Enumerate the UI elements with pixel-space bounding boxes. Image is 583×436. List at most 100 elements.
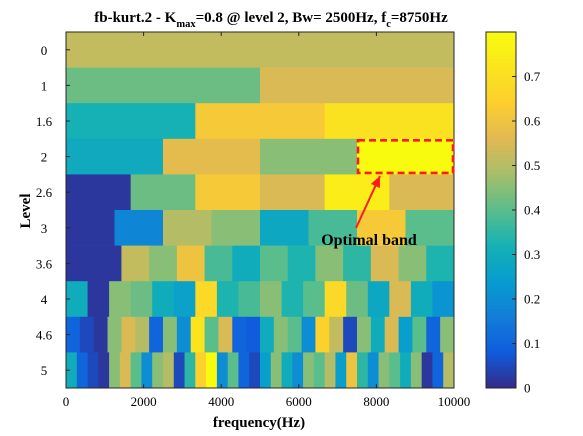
colorbar-segment (486, 210, 516, 214)
colorbar-segment (486, 233, 516, 238)
heatmap-cell (163, 316, 178, 353)
colorbar-segment (486, 218, 516, 223)
colorbar-segment (486, 109, 516, 113)
colorbar-segment (486, 316, 516, 321)
heatmap-cell (130, 174, 196, 211)
heatmap-cell (260, 352, 272, 389)
x-tick-label: 4000 (208, 394, 234, 409)
colorbar-segment (486, 70, 516, 74)
colorbar-segment (486, 115, 516, 119)
colorbar-segment (486, 112, 516, 116)
x-tick-label: 8000 (363, 394, 389, 409)
colorbar-segment (486, 263, 516, 267)
colorbar-segment (486, 61, 516, 66)
heatmap-cell (204, 316, 219, 353)
heatmap-cell (389, 174, 455, 211)
heatmap-cell (195, 352, 207, 389)
colorbar-segment (486, 147, 516, 152)
heatmap-cell (357, 210, 406, 246)
heatmap-cell (93, 316, 108, 353)
heatmap-cell (130, 352, 142, 389)
heatmap-cell (163, 352, 175, 389)
heatmap-cell (315, 316, 330, 353)
heatmap-cell (315, 245, 344, 282)
heatmap-cell (287, 316, 302, 353)
colorbar-segment (486, 328, 516, 333)
heatmap-cell (149, 245, 178, 282)
heatmap-cell (367, 281, 390, 318)
colorbar-segment (486, 189, 516, 193)
heatmap-cell (87, 281, 110, 318)
x-tick-label: 6000 (286, 394, 312, 409)
colorbar-segment (486, 132, 516, 137)
colorbar-segment (486, 165, 516, 169)
heatmap-cell (260, 316, 275, 353)
y-tick-label: 4 (41, 292, 48, 307)
heatmap-cell (421, 352, 433, 389)
heatmap-cell (412, 316, 427, 353)
colorbar-segment (486, 46, 516, 51)
colorbar-segment (486, 183, 516, 187)
heatmap-cell (66, 210, 115, 246)
colorbar-segment (486, 180, 516, 184)
colorbar-segment (486, 103, 516, 107)
heatmap-cell (66, 67, 261, 104)
heatmap-cell (238, 281, 261, 318)
heatmap-cell (238, 352, 250, 389)
colorbar-segment (486, 106, 516, 110)
colorbar-segment (486, 343, 516, 347)
colorbar-segment (486, 198, 516, 202)
colorbar-segment (486, 97, 516, 101)
heatmap-cell (324, 281, 347, 318)
heatmap-cell (206, 352, 218, 389)
heatmap-cell (246, 316, 261, 353)
colorbar-segment (486, 49, 516, 54)
colorbar-segment (486, 201, 516, 205)
heatmap-cell (367, 352, 379, 389)
heatmap-cell (384, 316, 399, 353)
heatmap-cell (176, 316, 192, 353)
colorbar-segment (486, 141, 516, 146)
heatmap-cell (121, 316, 136, 353)
colorbar-segment (486, 358, 516, 362)
heatmap-cell (281, 352, 293, 389)
colorbar-segment (486, 260, 516, 264)
colorbar-tick-label: 0.6 (524, 114, 541, 129)
heatmap-cell (190, 316, 205, 353)
heatmap-cell (260, 67, 455, 104)
colorbar-segment (486, 215, 516, 220)
y-tick-label: 5 (41, 363, 48, 378)
heatmap-cell (357, 352, 369, 389)
colorbar-segment (486, 76, 516, 80)
colorbar: 0 0.1 0.2 0.3 0.4 0.5 0.6 0.7 (485, 31, 541, 396)
colorbar-segment (486, 55, 516, 60)
colorbar-segment (486, 123, 516, 128)
colorbar-segment (486, 248, 516, 252)
plot-frame (65, 31, 455, 389)
heatmap-cell (389, 352, 401, 389)
heatmap-cell (400, 352, 412, 389)
colorbar-segment (486, 337, 516, 341)
y-tick-label: 4.6 (36, 328, 53, 343)
heatmap-cell (211, 210, 261, 246)
colorbar-segment (486, 236, 516, 241)
heatmap-cell (357, 316, 372, 353)
colorbar-segment (486, 251, 516, 255)
heatmap-cell (346, 352, 358, 389)
colorbar-segment (486, 221, 516, 226)
colorbar-segment (486, 85, 516, 89)
colorbar-segment (486, 32, 516, 36)
colorbar-segment (486, 156, 516, 160)
colorbar-segment (486, 204, 516, 208)
x-tick-label: 10000 (438, 394, 471, 409)
heatmap-cell (270, 352, 282, 389)
colorbar-segment (486, 153, 516, 157)
heatmap-cell (260, 174, 326, 211)
heatmap-cell (66, 281, 88, 318)
colorbar-segment (486, 52, 516, 57)
heatmap-cell (163, 210, 212, 246)
colorbar-segment (486, 376, 516, 380)
colorbar-segment (486, 290, 516, 294)
colorbar-segment (486, 272, 516, 276)
heatmap-cell (232, 245, 261, 282)
